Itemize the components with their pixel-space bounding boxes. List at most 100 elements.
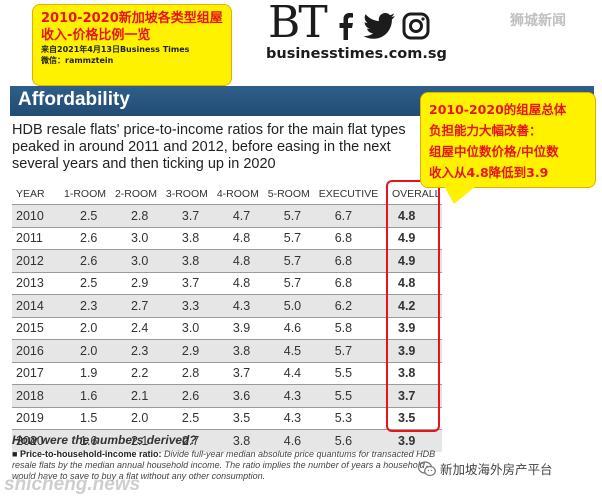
cell-1-room: 1.6: [62, 384, 113, 407]
cell-4-room: 3.5: [214, 406, 266, 430]
section-title: Affordability: [18, 89, 130, 110]
cell-2-room: 2.2: [112, 361, 164, 385]
overall-column-highlight: [386, 180, 440, 432]
cell-year: 2013: [12, 271, 62, 295]
note-wechat: 微信：rammztein: [41, 56, 114, 65]
note-title-line2: 收入-价格比例一览: [41, 28, 151, 43]
watermark-bottom: shicheng.news: [4, 474, 141, 495]
cell-1-room: 2.0: [62, 339, 113, 362]
cell-5-room: 5.7: [265, 204, 317, 227]
cell-3-room: 3.0: [163, 316, 215, 340]
cell-overall: 3.9: [388, 316, 442, 340]
cell-3-room: 3.7: [163, 271, 215, 295]
chart-subtitle: HDB resale flats' price-to-income ratios…: [12, 122, 406, 172]
cell-executive: 6.7: [316, 204, 388, 227]
cell-5-room: 5.7: [265, 226, 317, 250]
cell-5-room: 5.0: [265, 294, 317, 317]
cell-5-room: 4.6: [265, 316, 317, 340]
cell-2-room: 3.0: [112, 226, 164, 250]
cell-overall: 3.7: [388, 384, 442, 407]
table-row: 2018 1.6 2.1 2.6 3.6 4.3 5.5 3.7: [12, 384, 442, 407]
twitter-icon[interactable]: [362, 12, 396, 40]
cell-year: 2020: [12, 429, 62, 452]
cell-1-room: 2.5: [62, 271, 113, 295]
cell-1-room: 2.3: [62, 294, 113, 317]
cell-3-room: 2.6: [163, 384, 215, 407]
callout-pointer: [444, 186, 476, 204]
table-row: 2010 2.5 2.8 3.7 4.7 5.7 6.7 4.8: [12, 204, 442, 227]
cell-3-room: 3.8: [163, 249, 215, 272]
cell-1-room: 2.0: [62, 316, 113, 340]
facebook-icon[interactable]: [332, 12, 360, 40]
cell-year: 2018: [12, 384, 62, 407]
summary-callout: 2010-2020的组屋总体 负担能力大幅改善： 组屋中位数价格/中位数 收入从…: [420, 92, 596, 188]
table-row: 2012 2.6 3.0 3.8 4.8 5.7 6.8 4.9: [12, 249, 442, 272]
cell-2-room: 2.4: [112, 316, 164, 340]
cell-4-room: 3.6: [214, 384, 266, 407]
cell-4-room: 3.7: [214, 361, 266, 385]
cell-5-room: 4.4: [265, 361, 317, 385]
cell-3-room: 3.8: [163, 226, 215, 250]
cell-executive: 6.8: [316, 249, 388, 272]
cell-3-room: 2.5: [163, 406, 215, 430]
cell-1-room: 1.6: [62, 429, 113, 452]
cell-overall: 4.2: [388, 294, 442, 317]
cell-4-room: 4.3: [214, 294, 266, 317]
cell-year: 2012: [12, 249, 62, 272]
table-row: 2011 2.6 3.0 3.8 4.8 5.7 6.8 4.9: [12, 226, 442, 250]
site-url: businesstimes.com.sg: [266, 46, 447, 62]
cell-4-room: 3.8: [214, 429, 266, 452]
cell-2-room: 3.0: [112, 249, 164, 272]
cell-executive: 5.5: [316, 361, 388, 385]
note-title-line1: 2010-2020新加坡各类型组屋: [41, 11, 223, 26]
table-row: 2019 1.5 2.0 2.5 3.5 4.3 5.3 3.5: [12, 406, 442, 430]
cell-4-room: 4.8: [214, 249, 266, 272]
cell-2-room: 2.0: [112, 406, 164, 430]
wechat-icon: [418, 460, 436, 476]
cell-year: 2016: [12, 339, 62, 362]
cell-3-room: 3.7: [163, 204, 215, 227]
cell-5-room: 4.3: [265, 384, 317, 407]
method-heading: How were the numbers derived?: [12, 433, 197, 447]
cell-executive: 5.3: [316, 406, 388, 430]
cell-5-room: 5.7: [265, 249, 317, 272]
cell-year: 2015: [12, 316, 62, 340]
header-5-room: 5-ROOM: [267, 188, 310, 200]
cell-2-room: 2.1: [112, 384, 164, 407]
table-header-row: YEAR 1-ROOM 2-ROOM 3-ROOM 4-ROOM 5-ROOM …: [12, 184, 442, 205]
cell-executive: 5.8: [316, 316, 388, 340]
header-4-room: 4-ROOM: [216, 188, 259, 200]
cell-3-room: 2.7: [163, 429, 215, 452]
instagram-icon[interactable]: [402, 12, 430, 40]
footnote-text: Divide full-year median absolute price q…: [12, 449, 436, 481]
cell-overall: 4.8: [388, 271, 442, 295]
table-row: 2014 2.3 2.7 3.3 4.3 5.0 6.2 4.2: [12, 294, 442, 317]
wechat-account-mark: 新加坡海外房产平台: [418, 459, 553, 478]
cell-4-room: 3.9: [214, 316, 266, 340]
cell-2-room: 2.7: [112, 294, 164, 317]
cell-3-room: 2.9: [163, 339, 215, 362]
cell-executive: 6.8: [316, 226, 388, 250]
cell-5-room: 5.7: [265, 271, 317, 295]
cell-executive: 5.6: [316, 429, 388, 452]
cell-3-room: 3.3: [163, 294, 215, 317]
cell-overall: 3.9: [388, 429, 442, 452]
cell-5-room: 4.5: [265, 339, 317, 362]
cell-2-room: 2.8: [112, 204, 164, 227]
callout-line4: 收入从4.8降低到3.9: [429, 165, 549, 180]
cell-overall: 4.8: [388, 204, 442, 227]
cell-executive: 5.7: [316, 339, 388, 362]
cell-year: 2014: [12, 294, 62, 317]
cell-year: 2011: [12, 226, 62, 250]
cell-2-room: 2.3: [112, 339, 164, 362]
method-footnote: ■ Price-to-household-income ratio: Divid…: [12, 449, 436, 481]
callout-line3: 组屋中位数价格/中位数: [429, 144, 559, 159]
table-row: 2013 2.5 2.9 3.7 4.8 5.7 6.8 4.8: [12, 271, 442, 295]
cell-5-room: 4.6: [265, 429, 317, 452]
cell-year: 2010: [12, 204, 62, 227]
bt-logo: BT: [268, 0, 328, 48]
table-row: 2017 1.9 2.2 2.8 3.7 4.4 5.5 3.8: [12, 361, 442, 385]
footnote-label: Price-to-household-income ratio:: [19, 449, 162, 459]
cell-1-room: 1.9: [62, 361, 113, 385]
header-3-room: 3-ROOM: [165, 188, 208, 200]
